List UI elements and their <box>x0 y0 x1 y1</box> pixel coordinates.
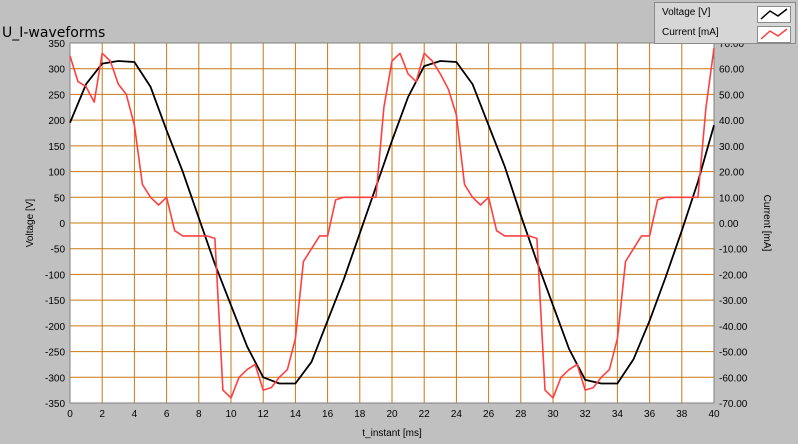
y-tick-label: 300 <box>48 65 65 76</box>
y2-tick-label: 0.00 <box>719 219 739 230</box>
x-tick-label: 4 <box>132 409 138 420</box>
legend-swatch-current[interactable] <box>757 26 791 43</box>
x-tick-label: 14 <box>290 409 302 420</box>
x-tick-label: 0 <box>67 409 73 420</box>
y2-axis-title: Current [mA] <box>761 195 772 252</box>
y-tick-label: 150 <box>48 142 65 153</box>
y2-tick-label: -40.00 <box>719 322 748 333</box>
y2-tick-label: 30.00 <box>719 142 744 153</box>
x-tick-label: 30 <box>547 409 559 420</box>
x-tick-label: 16 <box>322 409 334 420</box>
legend-swatch-voltage[interactable] <box>757 6 791 23</box>
y-tick-label: -50 <box>51 245 66 256</box>
series-line-voltage <box>69 60 715 385</box>
x-tick-label: 8 <box>196 409 202 420</box>
y-tick-label: 350 <box>48 39 65 50</box>
x-tick-label: 32 <box>580 409 592 420</box>
x-tick-label: 34 <box>612 409 624 420</box>
legend-label-current: Current [mA] <box>662 27 719 38</box>
x-tick-label: 36 <box>644 409 656 420</box>
y2-tick-label: -30.00 <box>719 296 748 307</box>
y-tick-label: 0 <box>59 219 65 230</box>
x-tick-label: 2 <box>99 409 105 420</box>
y2-tick-label: 20.00 <box>719 168 744 179</box>
y2-tick-label: 40.00 <box>719 116 744 127</box>
grid-layer <box>70 43 714 403</box>
y-tick-label: 100 <box>48 168 65 179</box>
x-tick-label: 12 <box>258 409 270 420</box>
legend-item-voltage: Voltage [V] <box>655 4 795 23</box>
x-tick-label: 40 <box>708 409 720 420</box>
y2-tick-label: -70.00 <box>719 399 748 410</box>
series-layer <box>69 47 715 399</box>
y-tick-label: -100 <box>45 270 65 281</box>
x-tick-label: 26 <box>483 409 495 420</box>
tick-layer: 0 2 4 6 8 10 12 14 16 18 20 22 24 26 28 30 32 34 36 38 40350… <box>45 39 748 420</box>
legend-label-voltage: Voltage [V] <box>662 7 711 18</box>
x-tick-label: 24 <box>451 409 463 420</box>
series-line-current <box>69 47 715 399</box>
y-tick-label: -250 <box>45 348 65 359</box>
y-tick-label: -200 <box>45 322 65 333</box>
y-axis-title: Voltage [V] <box>25 199 36 248</box>
chart-title: U_I-waveforms <box>2 25 106 41</box>
x-tick-label: 38 <box>676 409 688 420</box>
y2-tick-label: -50.00 <box>719 348 748 359</box>
y2-tick-label: 10.00 <box>719 193 744 204</box>
y2-tick-label: -60.00 <box>719 373 748 384</box>
y-tick-label: 200 <box>48 116 65 127</box>
y-tick-label: -350 <box>45 399 65 410</box>
x-axis-title: t_instant [ms] <box>362 428 422 439</box>
x-tick-label: 6 <box>164 409 170 420</box>
legend: Voltage [V] Current [mA] <box>654 2 796 44</box>
x-tick-label: 10 <box>225 409 237 420</box>
y-tick-label: -300 <box>45 373 65 384</box>
x-tick-label: 28 <box>515 409 527 420</box>
y-tick-label: -150 <box>45 296 65 307</box>
x-tick-label: 22 <box>419 409 431 420</box>
y2-tick-label: 60.00 <box>719 65 744 76</box>
legend-item-current: Current [mA] <box>655 24 795 43</box>
y2-tick-label: 70.00 <box>719 39 744 50</box>
x-tick-label: 18 <box>354 409 366 420</box>
y2-tick-label: -20.00 <box>719 270 748 281</box>
y2-tick-label: 50.00 <box>719 90 744 101</box>
y-tick-label: 250 <box>48 90 65 101</box>
x-tick-label: 20 <box>386 409 398 420</box>
y-tick-label: 50 <box>54 193 66 204</box>
y2-tick-label: -10.00 <box>719 245 748 256</box>
